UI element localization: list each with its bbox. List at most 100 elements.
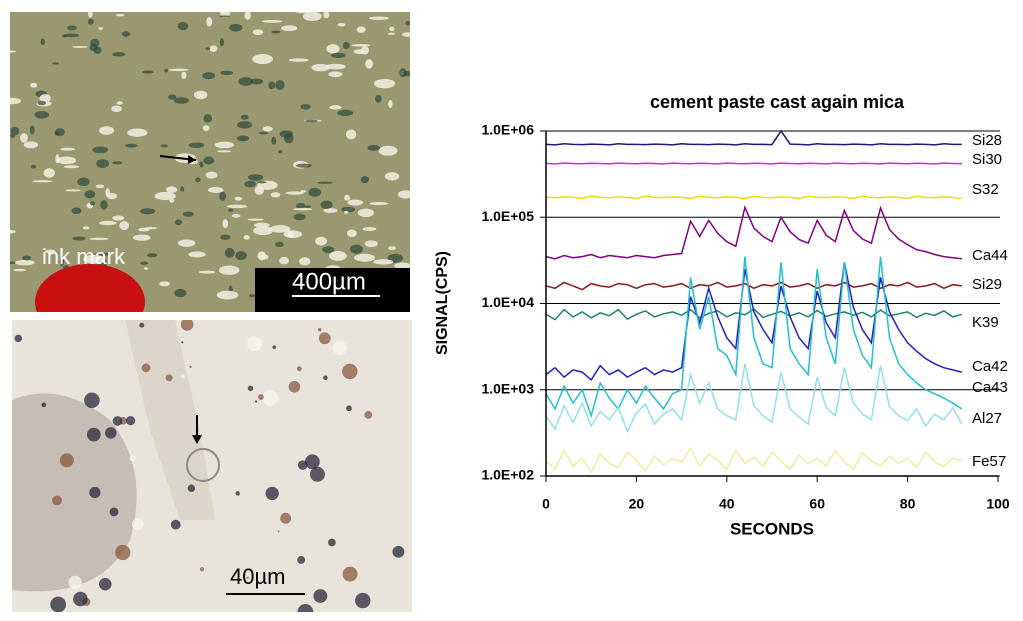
speckle (166, 186, 177, 192)
series-line (546, 207, 962, 258)
speckle (361, 46, 369, 54)
annotation: ink mark (42, 244, 126, 269)
speckle (365, 240, 378, 247)
speckle (235, 491, 239, 495)
speckle (96, 159, 109, 168)
speckle (50, 597, 66, 613)
speckle (225, 248, 235, 258)
micrograph-top: ink mark 400µm (3, 8, 416, 340)
speckle (346, 405, 352, 411)
speckle (253, 226, 273, 235)
speckle (379, 146, 398, 156)
series-label: K39 (972, 314, 999, 331)
speckle (347, 230, 357, 237)
speckle (259, 132, 268, 135)
speckle (241, 115, 249, 120)
speckle (126, 416, 135, 425)
speckle (41, 39, 45, 46)
speckle (280, 513, 291, 524)
speckle (24, 141, 38, 148)
axes: 1.0E+021.0E+031.0E+041.0E+051.0E+0602040… (481, 122, 1009, 512)
speckle (189, 142, 205, 147)
speckle (168, 94, 176, 99)
speckle (133, 234, 151, 240)
speckle (275, 242, 284, 247)
speckle (293, 208, 312, 211)
speckle (297, 366, 302, 371)
speckle (255, 186, 264, 195)
x-tick-label: 0 (542, 496, 550, 512)
series-line (546, 257, 962, 416)
speckle (262, 390, 278, 406)
speckle (147, 253, 157, 257)
speckle (354, 254, 375, 262)
speckle (398, 190, 413, 198)
speckle (344, 195, 350, 201)
speckle (373, 259, 393, 264)
y-tick-label: 1.0E+03 (481, 380, 534, 396)
speckle (232, 214, 241, 218)
speckle (343, 42, 350, 49)
speckle (358, 208, 374, 217)
speckle (244, 181, 256, 188)
speckle (87, 428, 101, 442)
speckle (113, 416, 123, 426)
series-line (546, 196, 962, 198)
series-line (546, 131, 962, 145)
speckle (98, 27, 103, 30)
speckle (31, 165, 36, 169)
speckle (140, 262, 148, 265)
speckle (92, 147, 108, 154)
speckle (388, 33, 395, 35)
speckle (64, 165, 79, 168)
speckle (298, 460, 308, 470)
speckle (199, 161, 203, 167)
y-tick-label: 1.0E+04 (481, 294, 534, 310)
y-tick-label: 1.0E+05 (481, 208, 534, 224)
speckle (229, 24, 242, 32)
speckle (357, 26, 366, 32)
speckle (206, 172, 218, 179)
speckle (346, 129, 356, 139)
speckle (3, 98, 21, 104)
speckle (247, 336, 262, 351)
speckle (361, 176, 369, 183)
speckle (32, 180, 53, 182)
speckle (13, 269, 26, 271)
speckle (181, 318, 194, 331)
speckle (208, 187, 224, 193)
speckle (405, 21, 410, 25)
speckle (362, 227, 376, 231)
speckle (202, 72, 215, 79)
speckle (30, 125, 35, 134)
speckle (317, 182, 333, 185)
speckle (328, 71, 342, 77)
speckle (107, 193, 117, 199)
speckle (178, 22, 189, 30)
speckle (65, 189, 80, 191)
x-tick-label: 100 (986, 496, 1010, 512)
speckle (90, 201, 95, 205)
speckle (394, 262, 410, 269)
speckle (10, 127, 19, 135)
speckle (392, 546, 404, 558)
speckle (130, 455, 136, 461)
speckle (294, 214, 306, 221)
speckle (125, 144, 137, 148)
speckle (89, 487, 100, 498)
speckle (38, 101, 46, 106)
speckle (164, 69, 168, 73)
speckle (385, 172, 400, 180)
speckle (342, 364, 357, 379)
scale-label: 400µm (292, 268, 366, 295)
speckle (175, 220, 182, 225)
speckle (145, 227, 158, 229)
speckle (257, 181, 266, 183)
speckle (297, 556, 305, 564)
scale-label: 40µm (230, 564, 285, 589)
speckle (112, 215, 124, 220)
speckle (88, 19, 94, 25)
speckle (52, 495, 62, 505)
speckle (140, 208, 155, 214)
speckle (139, 323, 144, 328)
